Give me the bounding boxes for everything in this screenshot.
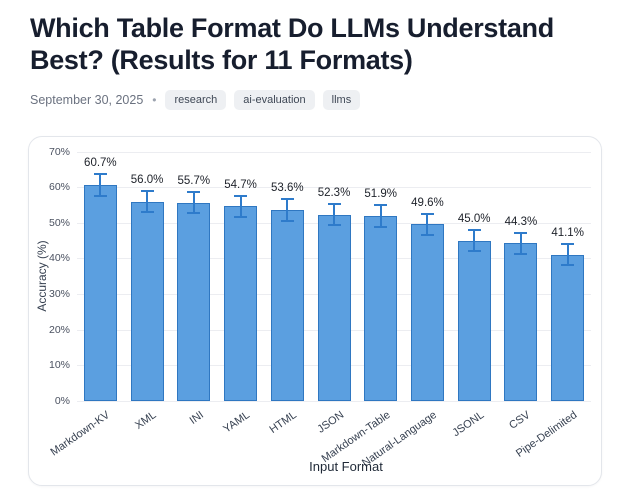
error-cap-bottom-ini	[187, 212, 201, 215]
error-cap-bottom-yaml	[234, 215, 248, 218]
gridline-70%	[77, 151, 591, 153]
chart-card: 0% 10% 20% 30% 40% 50% 60% 70% 60.7% Markdown-KV 5…	[28, 135, 602, 486]
value-label-yaml: 54.7%	[224, 178, 257, 191]
value-label-ini: 55.7%	[177, 174, 211, 187]
error-cap-top-json	[327, 203, 341, 206]
y-tick-label-20%: 20%	[48, 323, 70, 336]
bar-xml	[130, 201, 164, 401]
accuracy-bar-chart: 0% 10% 20% 30% 40% 50% 60% 70% 60.7% Markdown-KV 5…	[29, 137, 601, 485]
x-tick-label-ini: INI	[187, 408, 206, 427]
error-bar-pipe-delimited	[566, 243, 569, 266]
x-axis-title: Input Format	[309, 458, 383, 474]
bar-pipe-delimited	[551, 254, 585, 401]
bar-markdown-kv	[83, 184, 117, 401]
value-label-natural-language: 49.6%	[411, 196, 444, 209]
bar-ini	[177, 202, 211, 401]
bar-json	[317, 214, 351, 401]
tag-list: research ai-evaluation llms	[165, 89, 361, 110]
value-label-markdown-kv: 60.7%	[84, 157, 117, 170]
gridline-60%	[77, 187, 591, 189]
x-tick-label-jsonl: JSONL	[450, 408, 487, 439]
value-label-json: 52.3%	[317, 187, 351, 200]
error-bar-csv	[519, 232, 522, 254]
error-cap-top-csv	[514, 231, 528, 234]
error-cap-bottom-xml	[140, 211, 154, 214]
error-cap-top-xml	[140, 189, 154, 192]
x-tick-label-markdown-kv: Markdown-KV	[48, 408, 113, 459]
error-cap-top-yaml	[234, 194, 248, 197]
error-cap-top-ini	[187, 190, 201, 193]
error-cap-bottom-csv	[514, 252, 528, 255]
value-label-jsonl: 45.0%	[457, 213, 491, 226]
value-label-markdown-table: 51.9%	[364, 188, 398, 201]
error-bar-markdown-kv	[99, 174, 102, 196]
y-tick-label-50%: 50%	[48, 216, 70, 229]
x-tick-label-csv: CSV	[507, 408, 533, 432]
y-tick-label-60%: 60%	[48, 181, 70, 194]
bar-markdown-table	[364, 216, 398, 401]
bar-html	[270, 210, 304, 401]
value-label-pipe-delimited: 41.1%	[551, 226, 584, 239]
error-cap-bottom-markdown-kv	[93, 194, 107, 197]
post-meta: September 30, 2025 • research ai-evaluati…	[30, 89, 602, 110]
page-title: Which Table Format Do LLMs Understand Be…	[30, 13, 554, 76]
bar-natural-language	[410, 224, 444, 401]
x-tick-label-yaml: YAML	[221, 408, 253, 436]
error-cap-top-html	[280, 198, 294, 201]
y-tick-label-40%: 40%	[48, 252, 70, 265]
blog-post-page: Which Table Format Do LLMs Understand Be…	[28, 13, 602, 486]
bar-csv	[504, 243, 538, 401]
x-tick-label-html: HTML	[267, 408, 300, 436]
error-cap-top-pipe-delimited	[561, 242, 575, 245]
error-bar-html	[286, 199, 289, 221]
tag-pill-ai-evaluation[interactable]: ai-evaluation	[234, 89, 315, 110]
x-tick-label-json: JSON	[314, 408, 346, 436]
error-bar-natural-language	[426, 213, 429, 235]
value-label-xml: 56.0%	[130, 173, 164, 186]
value-label-csv: 44.3%	[504, 215, 538, 228]
bar-jsonl	[457, 240, 491, 401]
error-cap-bottom-pipe-delimited	[561, 264, 575, 267]
tag-pill-research[interactable]: research	[165, 89, 227, 110]
error-cap-bottom-natural-language	[420, 234, 434, 237]
error-cap-bottom-json	[327, 224, 341, 227]
y-tick-label-70%: 70%	[48, 145, 70, 158]
error-bar-ini	[192, 191, 195, 214]
error-cap-top-markdown-table	[374, 204, 388, 207]
error-bar-yaml	[239, 195, 242, 217]
y-tick-label-30%: 30%	[48, 288, 70, 301]
error-cap-top-markdown-kv	[93, 173, 107, 176]
tag-pill-llms[interactable]: llms	[322, 89, 361, 110]
bar-yaml	[224, 206, 258, 401]
error-cap-top-jsonl	[467, 229, 481, 232]
error-bar-xml	[146, 190, 149, 213]
meta-separator-dot: •	[152, 92, 157, 107]
error-cap-bottom-markdown-table	[374, 225, 388, 228]
error-cap-top-natural-language	[420, 212, 434, 215]
gridline-0%	[77, 400, 591, 402]
y-tick-label-10%: 10%	[48, 359, 70, 372]
error-bar-markdown-table	[379, 205, 382, 227]
value-label-html: 53.6%	[270, 182, 304, 195]
post-date: September 30, 2025	[30, 92, 144, 107]
y-tick-label-0%: 0%	[54, 394, 70, 407]
error-bar-jsonl	[473, 230, 476, 252]
error-cap-bottom-html	[280, 219, 294, 222]
error-cap-bottom-jsonl	[467, 250, 481, 253]
y-axis-title: Accuracy (%)	[35, 240, 49, 312]
error-bar-json	[333, 204, 335, 226]
x-tick-label-xml: XML	[133, 408, 159, 432]
